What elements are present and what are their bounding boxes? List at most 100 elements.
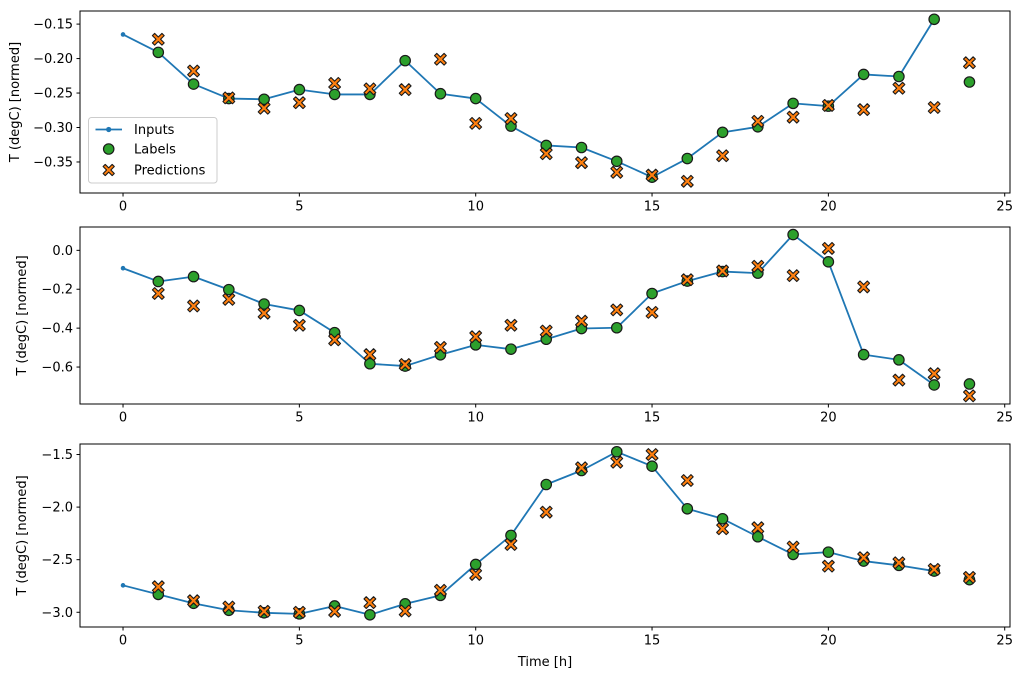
label-point: [469, 558, 482, 571]
y-tick-label: −2.0: [41, 501, 73, 516]
x-tick-label: 5: [295, 411, 303, 426]
input-point: [120, 583, 126, 588]
prediction-point: [680, 174, 694, 188]
prediction-point: [575, 156, 588, 170]
x-tick-label: 5: [295, 200, 303, 215]
prediction-point: [257, 604, 271, 618]
y-tick-label: −0.30: [33, 121, 73, 136]
prediction-point: [821, 241, 835, 255]
y-tick-label: −2.5: [41, 553, 73, 568]
prediction-point: [469, 330, 483, 344]
label-point: [293, 83, 306, 96]
label-point: [293, 304, 306, 317]
input-point: [120, 32, 126, 37]
prediction-point: [575, 314, 588, 328]
prediction-point: [857, 551, 871, 565]
label-point: [646, 287, 658, 300]
inputs-path: [122, 450, 936, 616]
axes-frame: [79, 226, 1011, 405]
label-point: [540, 478, 553, 491]
predictions-points: [151, 241, 976, 403]
label-point: [187, 270, 200, 283]
subplot-1: 0 5 10 15 20 25 −0.15 −0.20 −0.25 −0.30 −0.35 T (de…: [8, 10, 1013, 215]
y-axis-ticks: −1.5 −2.0 −2.5 −3.0: [41, 448, 80, 621]
prediction-point: [680, 273, 694, 287]
prediction-point: [398, 604, 412, 618]
inputs-path: [122, 18, 936, 179]
prediction-point: [927, 101, 941, 114]
x-tick-label: 25: [996, 634, 1013, 649]
legend-item-inputs: Inputs: [95, 123, 175, 138]
prediction-point: [539, 324, 553, 338]
prediction-point: [257, 306, 271, 320]
y-axis-label: T (degC) [normed]: [8, 42, 23, 163]
prediction-point: [645, 305, 659, 319]
label-point: [752, 530, 764, 543]
prediction-point: [151, 287, 165, 300]
prediction-point: [716, 264, 730, 278]
prediction-point: [151, 32, 165, 46]
prediction-point: [716, 522, 730, 536]
label-point: [928, 379, 940, 391]
prediction-point: [680, 474, 694, 487]
prediction-point: [187, 299, 201, 313]
label-point: [223, 283, 235, 296]
label-point: [610, 321, 623, 334]
prediction-point: [962, 56, 976, 70]
prediction-point: [892, 373, 906, 387]
x-tick-label: 5: [295, 634, 303, 649]
prediction-point: [892, 81, 906, 95]
prediction-point: [504, 318, 518, 332]
label-point: [434, 87, 447, 100]
prediction-point: [751, 114, 765, 128]
prediction-point: [187, 594, 201, 608]
prediction-point: [433, 52, 447, 66]
prediction-point: [469, 116, 483, 130]
legend: Inputs Labels Predictions: [88, 117, 218, 184]
label-point: [822, 256, 835, 268]
label-point: [328, 88, 341, 101]
label-point: [646, 460, 658, 472]
prediction-point: [328, 76, 342, 90]
prediction-point: [962, 570, 976, 584]
prediction-point: [222, 600, 236, 614]
axes-frame: [79, 10, 1011, 194]
prediction-point: [328, 333, 342, 347]
subplot-2: 0 5 10 15 20 25 0.0 −0.2 −0.4 −0.6 T (degC) [norme…: [15, 226, 1013, 426]
x-axis-label: Time [h]: [517, 655, 572, 670]
legend-dot-sample: [106, 126, 112, 133]
prediction-point: [292, 96, 306, 110]
prediction-point: [187, 64, 201, 78]
label-point: [857, 68, 870, 81]
prediction-point: [363, 348, 377, 362]
x-axis-ticks: 0 5 10 15 20 25: [119, 627, 1013, 649]
prediction-point: [927, 367, 941, 381]
y-tick-label: −0.4: [41, 322, 73, 337]
label-point: [822, 546, 835, 558]
predictions-points: [151, 32, 976, 188]
prediction-point: [539, 505, 553, 519]
label-point: [681, 502, 694, 515]
label-point: [364, 608, 376, 621]
label-point: [258, 93, 270, 106]
prediction-point: [504, 112, 518, 125]
x-tick-label: 25: [996, 411, 1013, 426]
y-axis-label: T (degC) [normed]: [15, 475, 30, 596]
label-point: [610, 445, 623, 458]
x-tick-label: 10: [467, 634, 484, 649]
prediction-point: [433, 340, 447, 354]
label-point: [505, 529, 517, 542]
label-point: [152, 46, 165, 59]
prediction-point: [610, 165, 624, 179]
label-point: [787, 97, 799, 110]
prediction-point: [292, 318, 306, 332]
label-point: [469, 92, 482, 105]
subplot-3: 0 5 10 15 20 25 −1.5 −2.0 −2.5 −3.0 T (degC) [norm…: [15, 443, 1013, 670]
prediction-point: [751, 259, 765, 273]
x-axis-ticks: 0 5 10 15 20 25: [119, 404, 1013, 426]
y-tick-label: 0.0: [52, 244, 73, 259]
label-point: [187, 78, 200, 90]
prediction-point: [892, 556, 906, 570]
